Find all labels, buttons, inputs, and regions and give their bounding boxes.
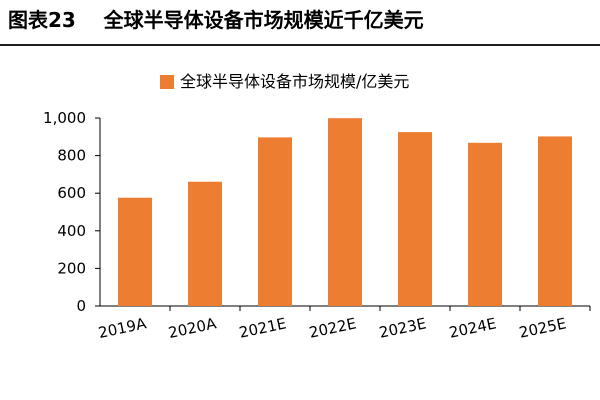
figure-title: 图表23 全球半导体设备市场规模近千亿美元 [8, 8, 424, 32]
y-tick-label: 200 [57, 259, 86, 277]
y-tick-label: 600 [57, 184, 86, 202]
y-tick-label: 0 [76, 297, 86, 315]
bar-2021E [258, 137, 292, 306]
bar-2022E [328, 118, 362, 306]
x-tick-label: 2019A [97, 314, 149, 342]
x-tick-label: 2022E [307, 314, 357, 342]
title-divider [0, 44, 600, 46]
y-tick-label: 800 [57, 147, 86, 165]
legend-label: 全球半导体设备市场规模/亿美元 [180, 72, 410, 91]
x-tick-label: 2020A [167, 314, 219, 342]
bar-2020A [188, 181, 222, 306]
x-tick-label: 2025E [517, 314, 567, 342]
chart-legend: 全球半导体设备市场规模/亿美元 [160, 70, 409, 94]
bar-2023E [398, 132, 432, 306]
bar-2024E [468, 142, 502, 306]
bar-2025E [538, 136, 572, 306]
y-tick-label: 1,000 [43, 109, 86, 127]
x-tick-label: 2021E [237, 314, 287, 342]
legend-swatch [160, 75, 174, 89]
x-tick-label: 2024E [447, 314, 497, 342]
figure-header: 图表23 全球半导体设备市场规模近千亿美元 [0, 0, 600, 46]
bar-2019A [118, 197, 152, 306]
y-tick-label: 400 [57, 222, 86, 240]
x-tick-label: 2023E [377, 314, 427, 342]
